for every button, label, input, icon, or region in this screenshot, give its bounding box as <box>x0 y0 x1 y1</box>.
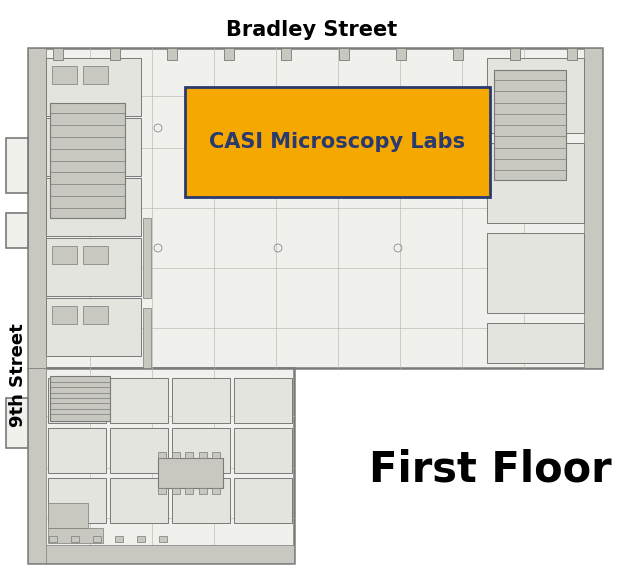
Bar <box>185 87 490 197</box>
Bar <box>53 48 63 60</box>
Bar <box>46 238 141 296</box>
Bar <box>167 48 177 60</box>
Text: First Floor: First Floor <box>369 449 612 491</box>
Bar <box>49 536 57 542</box>
Bar <box>158 488 166 494</box>
Bar <box>28 368 46 563</box>
Bar <box>567 48 577 60</box>
Bar <box>487 58 584 133</box>
Bar <box>487 323 584 363</box>
Bar <box>46 58 141 116</box>
Bar <box>48 378 106 423</box>
Bar <box>584 48 602 368</box>
Bar <box>115 536 123 542</box>
Bar <box>83 126 108 144</box>
Bar <box>110 48 120 60</box>
Text: 9th Street: 9th Street <box>9 323 27 427</box>
Bar <box>52 66 77 84</box>
Bar <box>28 48 46 368</box>
Bar <box>48 478 106 523</box>
Bar <box>6 213 28 248</box>
Bar <box>6 138 28 193</box>
Bar <box>28 48 602 368</box>
Bar <box>110 478 168 523</box>
Bar <box>185 452 193 458</box>
Bar <box>234 428 292 473</box>
Bar <box>137 536 145 542</box>
Bar <box>83 186 108 204</box>
Bar <box>52 186 77 204</box>
Bar <box>225 48 235 60</box>
Bar <box>28 545 294 563</box>
Bar <box>50 376 110 421</box>
Bar <box>110 378 168 423</box>
Bar <box>52 126 77 144</box>
Bar <box>93 536 101 542</box>
Bar <box>172 378 230 423</box>
Bar <box>281 48 291 60</box>
Bar <box>339 48 349 60</box>
Bar <box>453 48 463 60</box>
Bar <box>396 48 406 60</box>
Bar <box>487 233 584 313</box>
Bar <box>50 103 125 218</box>
Bar <box>46 178 141 236</box>
Bar <box>172 428 230 473</box>
Bar <box>6 398 28 448</box>
Bar <box>198 488 207 494</box>
Bar <box>52 246 77 264</box>
Bar <box>143 218 151 298</box>
Bar <box>172 478 230 523</box>
Bar <box>71 536 79 542</box>
Bar <box>172 488 180 494</box>
Bar <box>158 452 166 458</box>
Text: Bradley Street: Bradley Street <box>227 20 397 40</box>
Bar <box>487 143 584 223</box>
Bar <box>198 452 207 458</box>
Bar <box>28 368 294 563</box>
Bar <box>143 308 151 368</box>
Bar <box>83 66 108 84</box>
Bar <box>110 428 168 473</box>
Bar <box>212 488 220 494</box>
Bar <box>52 306 77 324</box>
Bar <box>48 428 106 473</box>
Bar <box>46 298 141 356</box>
Bar <box>83 246 108 264</box>
Bar <box>48 528 103 543</box>
Bar <box>158 458 223 488</box>
Bar <box>185 488 193 494</box>
Bar <box>159 536 167 542</box>
Bar <box>212 452 220 458</box>
Bar <box>494 70 566 180</box>
Bar <box>83 306 108 324</box>
Bar <box>172 452 180 458</box>
Text: CASI Microscopy Labs: CASI Microscopy Labs <box>210 132 466 152</box>
Bar <box>510 48 520 60</box>
Bar <box>46 118 141 176</box>
Bar <box>234 478 292 523</box>
Bar <box>48 503 88 528</box>
Bar <box>234 378 292 423</box>
